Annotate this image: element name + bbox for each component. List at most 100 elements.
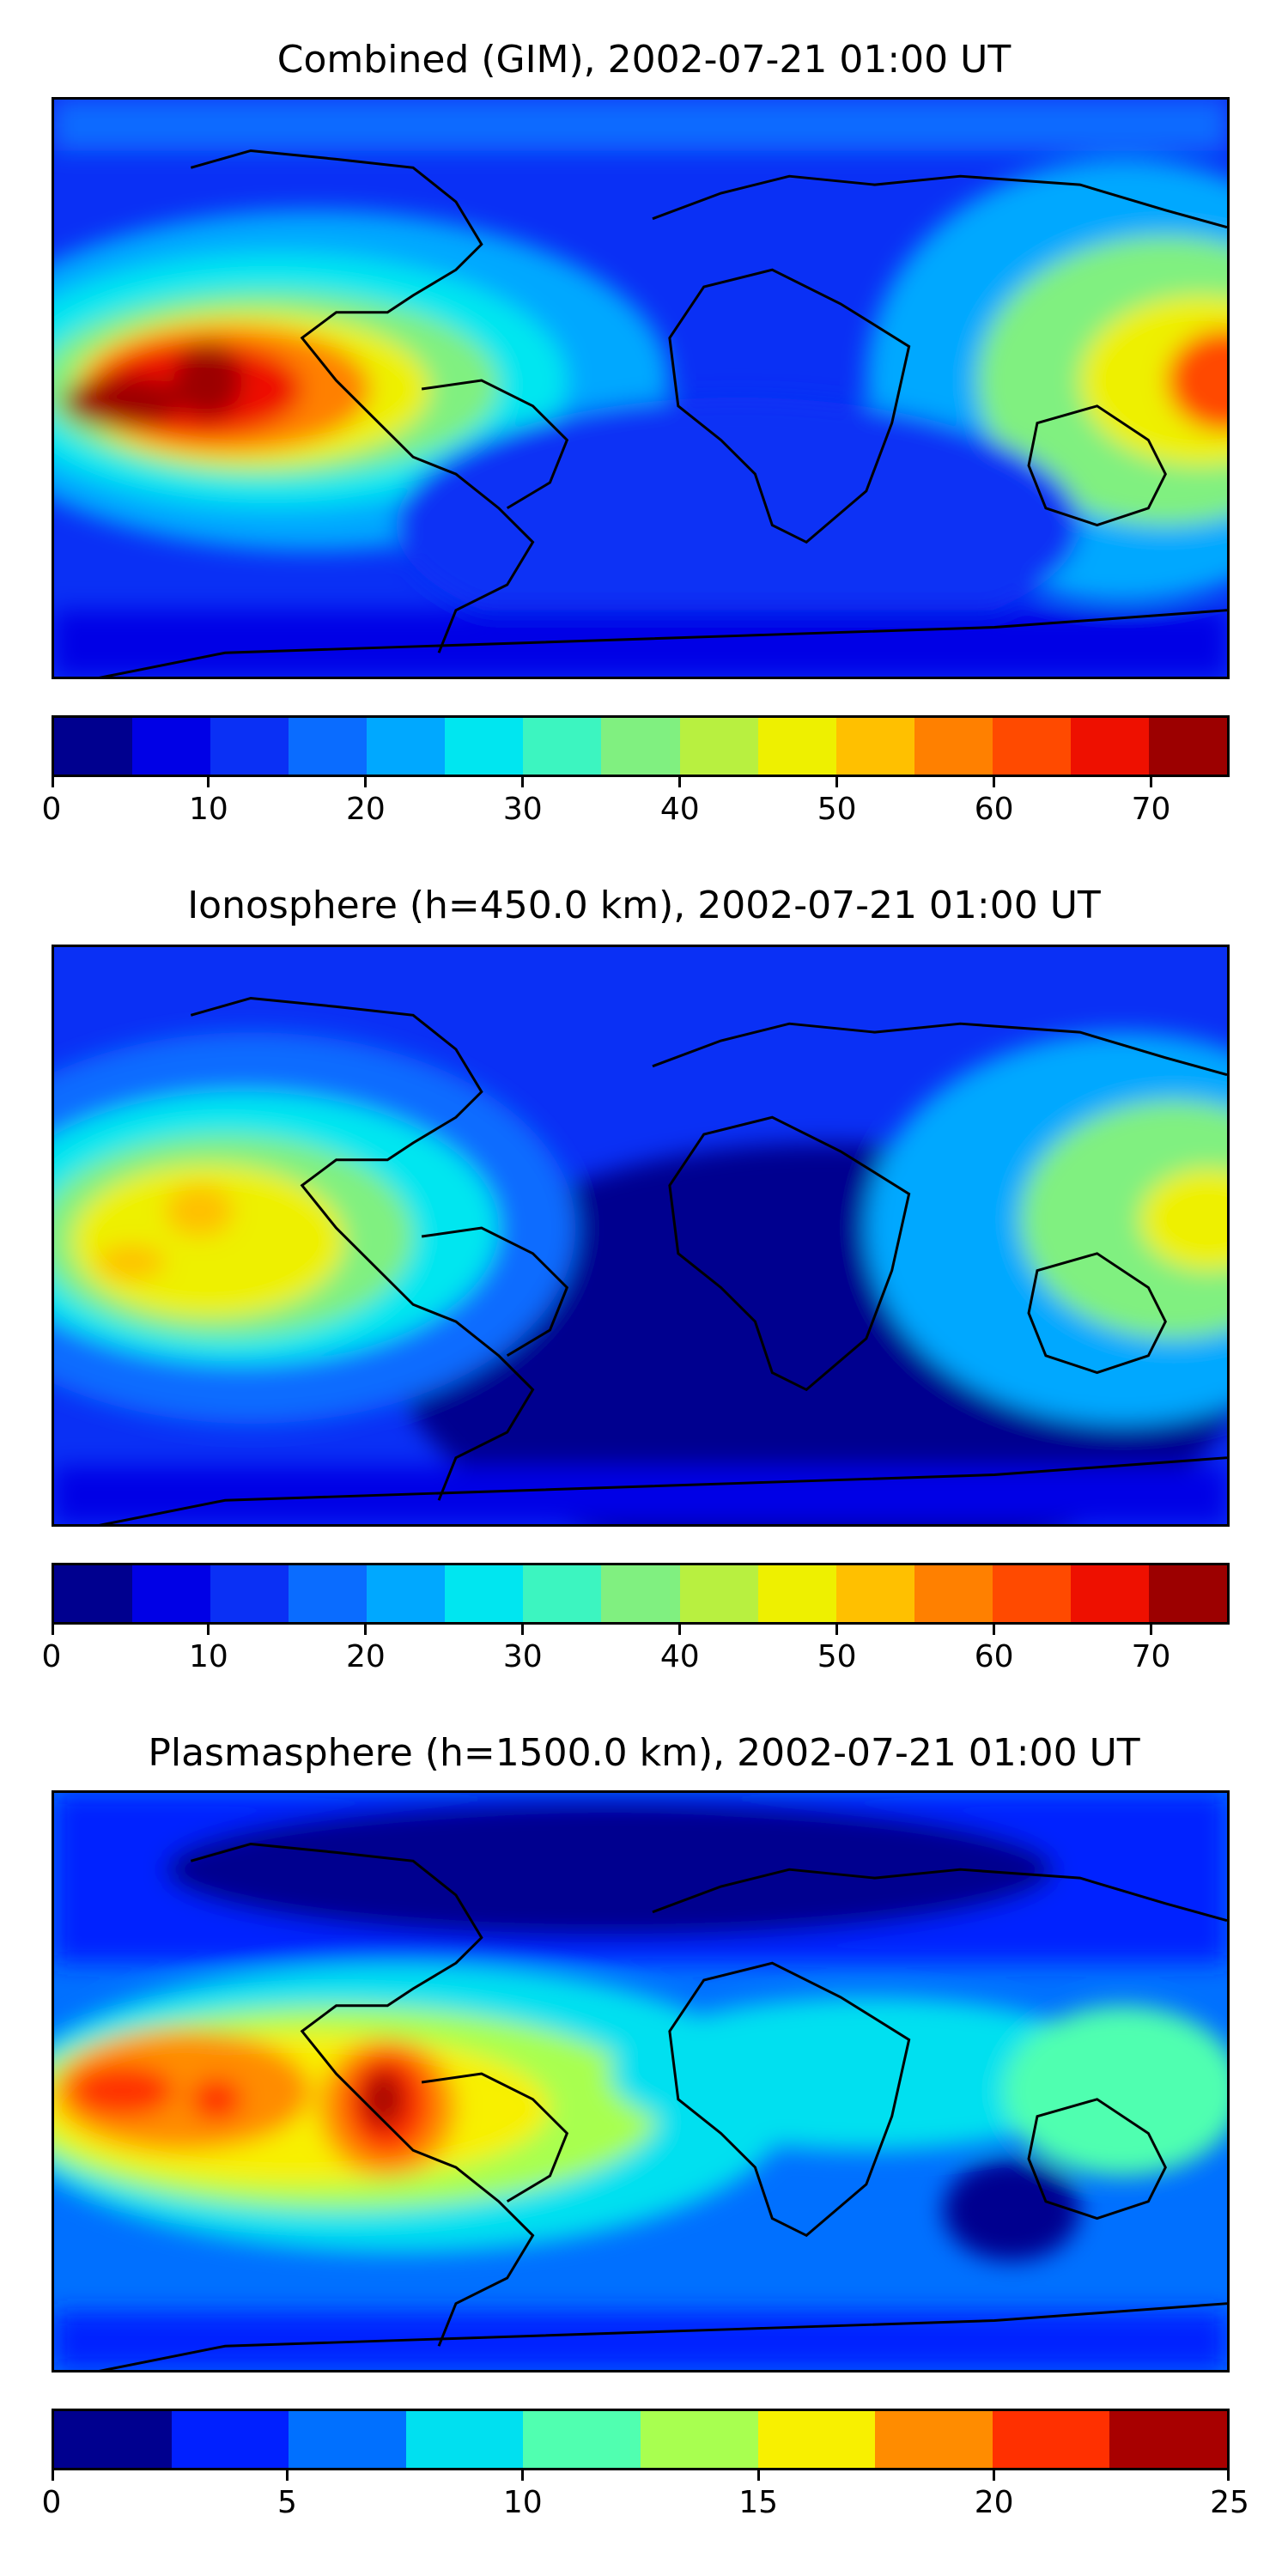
tec-map-ionosphere	[52, 945, 1230, 1527]
colorbar-segment	[523, 718, 602, 775]
colorbar-tick-label: 70	[1131, 792, 1171, 827]
colorbar-tick-label: 70	[1131, 1639, 1171, 1674]
colorbar-segment	[523, 1565, 602, 1622]
colorbar-tick-label: 0	[41, 1639, 62, 1674]
colorbar-segment	[445, 1565, 524, 1622]
panel-title: Plasmasphere (h=1500.0 km), 2002-07-21 0…	[148, 1731, 1140, 1775]
colorbar-tick-label: 60	[974, 1639, 1014, 1674]
colorbar-tick	[678, 777, 682, 787]
colorbar-tick-label: 30	[502, 1639, 543, 1674]
colorbar-tick-label: 50	[817, 792, 857, 827]
colorbar-segment	[992, 718, 1071, 775]
colorbar-tick	[52, 777, 54, 787]
colorbar-segment	[992, 2411, 1110, 2468]
colorbar-tick	[678, 1625, 682, 1635]
colorbar-segment	[1148, 718, 1227, 775]
colorbar-ticks-combined: 0 10 20 30 40 50 60 70	[42, 777, 1230, 829]
colorbar-tick-label: 50	[817, 1639, 857, 1674]
colorbar-tick	[993, 1625, 996, 1635]
colorbar-tick	[1227, 2470, 1230, 2481]
panel-title: Ionosphere (h=450.0 km), 2002-07-21 01:0…	[187, 884, 1101, 927]
colorbar-segment	[1070, 718, 1149, 775]
colorbar-segment	[640, 2411, 758, 2468]
colorbar-tick-label: 10	[189, 1639, 228, 1674]
colorbar-segment	[875, 2411, 993, 2468]
tec-map-plasmasphere	[52, 1790, 1230, 2372]
colorbar-segment	[601, 718, 680, 775]
colorbar-segment	[367, 718, 446, 775]
colorbar-tick-label: 0	[41, 792, 62, 827]
coastlines	[99, 1842, 1227, 2370]
coastlines	[99, 996, 1227, 1524]
colorbar-segment	[757, 2411, 876, 2468]
colorbar-tick-label: 30	[502, 792, 543, 827]
colorbar-tick	[364, 777, 368, 787]
colorbar-tick	[52, 1625, 54, 1635]
colorbar-tick-label: 25	[1210, 2485, 1249, 2520]
colorbar-tick	[993, 2470, 996, 2481]
colorbar-segment	[601, 1565, 680, 1622]
colorbar-segment	[835, 718, 914, 775]
colorbar-tick	[835, 1625, 839, 1635]
colorbar-segment	[679, 718, 758, 775]
colorbar-segment	[445, 718, 524, 775]
colorbar-segment	[679, 1565, 758, 1622]
colorbar-tick-label: 0	[41, 2485, 62, 2520]
colorbar-tick	[835, 777, 839, 787]
panel-title: Combined (GIM), 2002-07-21 01:00 UT	[276, 38, 1012, 82]
map-plasmasphere-svg	[54, 1793, 1227, 2370]
polar-band-north	[54, 100, 1227, 151]
tec-map-combined	[52, 97, 1230, 679]
colorbar-segment	[992, 1565, 1071, 1622]
colorbar-tick	[521, 2470, 525, 2481]
colorbar-tick-label: 10	[502, 2485, 543, 2520]
colorbar-plasmasphere	[52, 2409, 1230, 2470]
colorbar-ticks-plasmasphere: 0 5 10 15 20 25	[42, 2470, 1249, 2522]
colorbar-ionosphere	[52, 1563, 1230, 1625]
colorbar-tick-label: 5	[276, 2485, 297, 2520]
colorbar-segment	[132, 718, 211, 775]
colorbar-segment	[171, 2411, 289, 2468]
colorbar-tick	[756, 2470, 760, 2481]
colorbar-tick-label: 40	[659, 1639, 700, 1674]
colorbar-tick	[993, 777, 996, 787]
colorbar-segment	[367, 1565, 446, 1622]
colorbar-segment	[835, 1565, 914, 1622]
colorbar-tick-label: 10	[189, 792, 228, 827]
map-ionosphere-svg	[54, 947, 1227, 1524]
colorbar-tick-label: 40	[659, 792, 700, 827]
colorbar-segment	[289, 2411, 406, 2468]
colorbar-tick	[207, 777, 210, 787]
colorbar-tick	[52, 2470, 54, 2481]
colorbar-segment	[54, 718, 133, 775]
colorbar-segment	[1070, 1565, 1149, 1622]
colorbar-segment	[54, 2411, 172, 2468]
colorbar-tick-label: 20	[974, 2485, 1014, 2520]
colorbar-segment	[405, 2411, 524, 2468]
colorbar-segment	[523, 2411, 641, 2468]
colorbar-tick	[1150, 1625, 1153, 1635]
colorbar-tick-label: 15	[738, 2485, 779, 2520]
colorbar-tick-label: 20	[345, 792, 386, 827]
colorbar-ticks-ionosphere: 0 10 20 30 40 50 60 70	[42, 1625, 1230, 1676]
colorbar-tick	[521, 1625, 525, 1635]
colorbar-tick	[521, 777, 525, 787]
coastlines	[99, 149, 1227, 677]
colorbar-tick	[207, 1625, 210, 1635]
colorbar-segment	[132, 1565, 211, 1622]
colorbar-combined	[52, 715, 1230, 777]
colorbar-segment	[757, 1565, 836, 1622]
colorbar-segment	[1109, 2411, 1227, 2468]
colorbar-tick	[1150, 777, 1153, 787]
colorbar-tick-label: 20	[345, 1639, 386, 1674]
colorbar-segment	[289, 718, 368, 775]
colorbar-segment	[1148, 1565, 1227, 1622]
colorbar-segment	[914, 1565, 993, 1622]
colorbar-tick	[285, 2470, 289, 2481]
colorbar-segment	[914, 718, 993, 775]
colorbar-segment	[289, 1565, 368, 1622]
colorbar-segment	[54, 1565, 133, 1622]
colorbar-tick	[364, 1625, 368, 1635]
colorbar-segment	[210, 1565, 289, 1622]
map-combined-svg	[54, 100, 1227, 677]
